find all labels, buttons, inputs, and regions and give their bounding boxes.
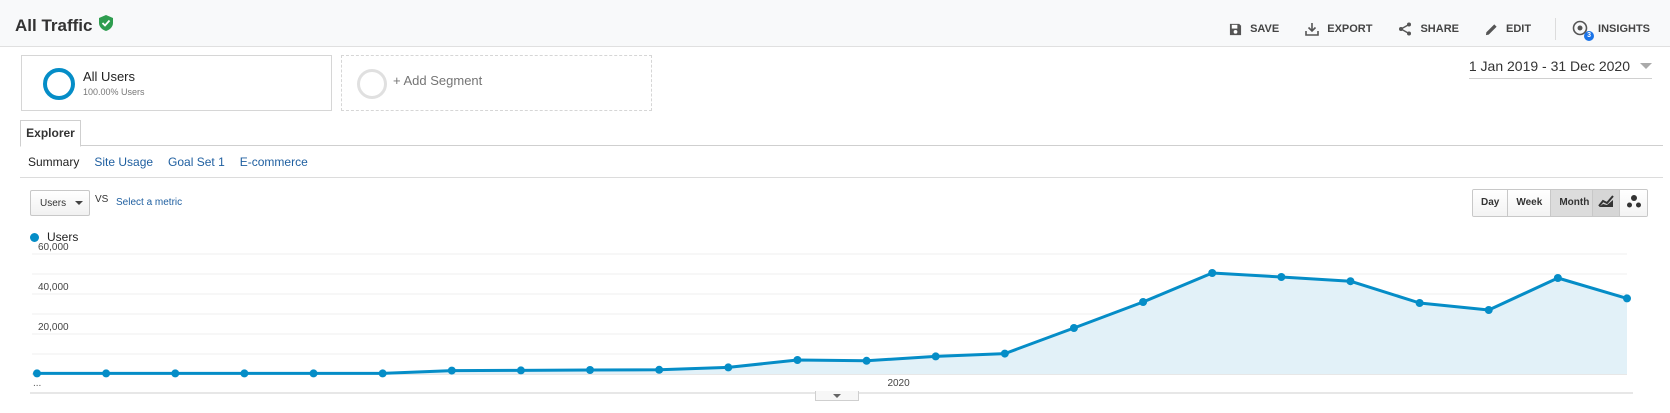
data-point <box>33 369 41 378</box>
metric-dropdown[interactable]: Users <box>30 190 90 216</box>
report-header: All Traffic SAVE EXPORT SHARE EDIT 3 I <box>0 0 1670 47</box>
share-icon <box>1398 22 1412 36</box>
period-toggle: Day Week Month <box>1472 189 1599 217</box>
export-icon <box>1305 22 1320 36</box>
chart-type-toggle <box>1592 189 1648 217</box>
report-title-group: All Traffic <box>15 15 114 36</box>
segment-subtitle: 100.00% Users <box>83 87 145 97</box>
subtab-divider <box>20 177 1663 178</box>
report-toolbar: SAVE EXPORT SHARE EDIT 3 INSIGHTS <box>1203 18 1650 41</box>
x-tick-label: 2020 <box>887 378 910 389</box>
y-tick-label: 40,000 <box>38 282 69 293</box>
data-point <box>1208 269 1217 277</box>
chevron-down-icon <box>1640 63 1652 69</box>
subtab-ecommerce[interactable]: E-commerce <box>239 155 308 169</box>
x-tick-label: ... <box>33 378 41 389</box>
data-point <box>1000 349 1009 358</box>
verified-shield-icon <box>99 15 114 36</box>
metric-dropdown-value: Users <box>40 197 67 209</box>
data-point <box>1415 299 1424 307</box>
segment-name: All Users <box>83 69 136 84</box>
date-range-picker[interactable]: 1 Jan 2019 - 31 Dec 2020 <box>1468 58 1652 79</box>
series-line-users <box>37 271 1628 375</box>
subtab-bar: Summary Site Usage Goal Set 1 E-commerce <box>28 155 308 169</box>
subtab-goal-set-1[interactable]: Goal Set 1 <box>168 155 225 169</box>
data-point <box>1484 306 1493 314</box>
y-tick-label: 20,000 <box>38 322 69 333</box>
add-segment-label: + Add Segment <box>393 73 483 88</box>
data-point <box>309 369 318 378</box>
save-button[interactable]: SAVE <box>1229 23 1279 36</box>
period-month-button[interactable]: Month <box>1551 190 1598 216</box>
insights-label: INSIGHTS <box>1598 23 1650 35</box>
data-point <box>862 356 871 365</box>
add-segment-button[interactable]: + Add Segment <box>341 55 652 111</box>
data-point <box>1277 273 1286 281</box>
data-point <box>171 369 180 378</box>
data-point <box>724 363 733 372</box>
legend-series-dot <box>30 232 39 242</box>
share-button[interactable]: SHARE <box>1398 22 1459 36</box>
data-point <box>931 352 940 361</box>
edit-icon <box>1485 23 1498 36</box>
segment-all-users[interactable]: All Users 100.00% Users <box>21 55 332 111</box>
save-label: SAVE <box>1250 23 1280 35</box>
data-point <box>516 366 525 375</box>
insights-count-badge: 3 <box>1584 31 1595 41</box>
period-day-button[interactable]: Day <box>1473 190 1509 216</box>
toolbar-divider <box>1555 18 1557 40</box>
save-icon <box>1229 23 1242 36</box>
data-point <box>1346 277 1355 286</box>
tab-explorer[interactable]: Explorer <box>20 120 81 147</box>
insights-icon: 3 <box>1572 20 1595 41</box>
vs-label: VS <box>95 194 109 205</box>
data-point <box>1069 324 1078 332</box>
line-chart-icon <box>1598 194 1614 213</box>
data-point <box>240 369 249 378</box>
chart-collapse-toggle[interactable] <box>815 391 859 401</box>
data-point <box>586 366 595 374</box>
motion-chart-button[interactable] <box>1620 190 1647 216</box>
chevron-down-icon <box>833 394 841 398</box>
data-point <box>1553 274 1562 282</box>
period-week-button[interactable]: Week <box>1508 190 1552 216</box>
data-point <box>1139 298 1148 306</box>
edit-button[interactable]: EDIT <box>1485 23 1531 36</box>
segment-ring-icon <box>43 68 75 100</box>
y-tick-label: 60,000 <box>38 242 69 253</box>
date-range-label: 1 Jan 2019 - 31 Dec 2020 <box>1468 58 1630 74</box>
tab-strip-rule <box>20 145 1663 146</box>
share-label: SHARE <box>1420 23 1459 35</box>
legend-series-label: Users <box>47 230 79 244</box>
data-point <box>447 366 456 375</box>
data-point <box>655 365 664 374</box>
chart-legend: Users <box>30 230 78 244</box>
insights-button[interactable]: 3 INSIGHTS <box>1572 20 1650 41</box>
data-point <box>102 369 111 378</box>
subtab-site-usage[interactable]: Site Usage <box>94 155 154 169</box>
edit-label: EDIT <box>1505 23 1532 35</box>
data-point <box>1623 294 1631 303</box>
motion-chart-icon <box>1626 194 1642 213</box>
data-point <box>378 369 387 378</box>
data-point <box>793 356 802 364</box>
line-chart-button[interactable] <box>1593 190 1620 216</box>
export-label: EXPORT <box>1327 23 1373 35</box>
report-title: All Traffic <box>15 15 93 35</box>
chevron-down-icon <box>75 201 84 205</box>
export-button[interactable]: EXPORT <box>1305 22 1372 36</box>
series-area-fill <box>37 273 1627 374</box>
empty-segment-ring-icon <box>357 69 387 99</box>
users-area-chart: 60,000 40,000 20,000... 2020 <box>30 242 1633 394</box>
select-metric-link[interactable]: Select a metric <box>116 197 183 208</box>
subtab-summary[interactable]: Summary <box>28 155 80 169</box>
